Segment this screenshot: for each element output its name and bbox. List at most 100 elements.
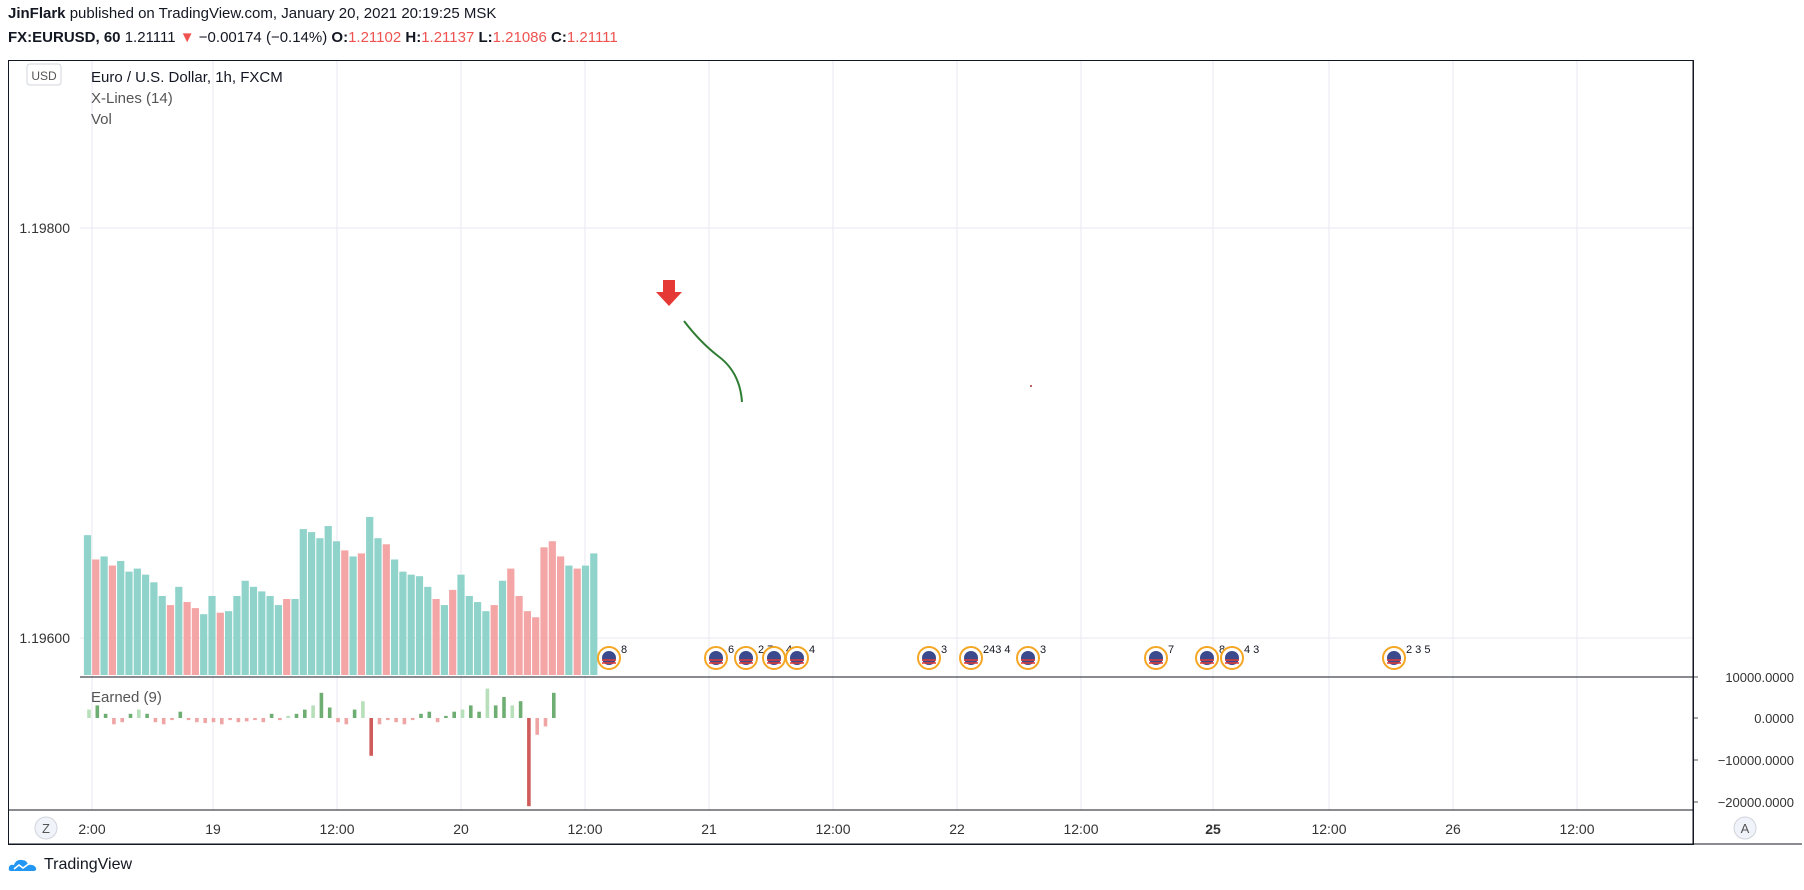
z-button[interactable]: Z xyxy=(34,816,58,840)
flag-center xyxy=(1149,651,1163,665)
earned-bar xyxy=(460,709,465,718)
time-tick: 12:00 xyxy=(815,821,850,837)
earned-bar xyxy=(369,718,373,756)
volume-bar xyxy=(465,595,473,675)
earned-bar xyxy=(535,718,539,735)
open-value: 1.21102 xyxy=(348,29,402,46)
earned-bar xyxy=(386,718,390,721)
volume-bar xyxy=(490,605,498,675)
earned-bar xyxy=(294,713,299,718)
volume-bar xyxy=(565,565,573,675)
event-group: 3 xyxy=(917,644,947,670)
earned-indicator xyxy=(80,676,1693,807)
earned-bar xyxy=(170,718,174,721)
flag-center xyxy=(1200,651,1214,665)
volume-bar xyxy=(324,526,332,675)
currency-label: USD xyxy=(31,69,57,83)
price-axis[interactable]: 1.222001.220001.218001.214001.212001.210… xyxy=(10,0,1794,810)
earned-bar xyxy=(402,718,407,725)
flag-center xyxy=(1225,651,1239,665)
earned-bar xyxy=(427,711,432,718)
volume-bar xyxy=(581,565,590,675)
volume-bar xyxy=(532,617,540,675)
volume-bar xyxy=(540,547,548,675)
event-count: 7 xyxy=(1168,644,1174,656)
volume-bar xyxy=(515,595,523,675)
volume-bar xyxy=(424,586,432,675)
volume-bar xyxy=(349,556,357,675)
high-value: 1.21137 xyxy=(421,29,475,46)
time-tick: 20 xyxy=(453,821,469,837)
volume-bar xyxy=(133,568,141,675)
author-name[interactable]: JinFlark xyxy=(8,5,66,22)
volume-bar xyxy=(158,595,166,675)
earned-bar xyxy=(211,718,216,723)
event-group: 3 xyxy=(1016,644,1046,670)
time-tick: 26 xyxy=(1445,821,1461,837)
flag-center xyxy=(922,651,936,665)
earned-bar xyxy=(410,718,415,721)
earned-bar xyxy=(128,713,133,718)
auto-scale-button[interactable]: A xyxy=(1733,816,1757,840)
brand-name: TradingView xyxy=(44,856,133,873)
time-tick: 12:00 xyxy=(567,821,602,837)
volume-bar xyxy=(191,608,199,675)
down-arrow-icon: ▼ xyxy=(179,29,195,46)
earned-bar xyxy=(145,713,149,718)
earned-bar xyxy=(195,718,199,723)
flag-center xyxy=(1021,651,1035,665)
volume-bar xyxy=(440,605,448,675)
earned-bar xyxy=(527,718,531,807)
earned-tick: 10000.0000 xyxy=(1725,670,1794,685)
volume-bar xyxy=(299,529,307,675)
event-count: 8 xyxy=(1219,644,1225,656)
volume-bar xyxy=(249,586,258,675)
volume-bar xyxy=(457,574,465,675)
time-tick: 12:00 xyxy=(1063,821,1098,837)
event-group: 4 xyxy=(785,644,815,670)
flag-center xyxy=(767,651,781,665)
earned-bar xyxy=(502,697,506,718)
volume-bar xyxy=(357,553,365,675)
volume-bar xyxy=(399,571,407,675)
earned-bar xyxy=(120,718,124,723)
time-tick: 22 xyxy=(949,821,965,837)
tradingview-cloud-icon xyxy=(8,859,37,871)
volume-bar xyxy=(291,599,299,675)
earned-bar xyxy=(419,713,423,718)
legend-earned: Earned (9) xyxy=(91,689,162,706)
tradingview-brand[interactable]: TradingView xyxy=(8,856,132,874)
publish-info: published on TradingView.com, January 20… xyxy=(69,5,497,22)
flag-center xyxy=(739,651,753,665)
time-axis[interactable]: 2:00 19 12:00 20 12:00 21 12:00 22 12:00 25 12:00 2… xyxy=(78,821,1594,837)
earned-bar xyxy=(203,718,207,724)
volume-bar xyxy=(316,538,324,675)
time-tick: 12:00 xyxy=(1311,821,1346,837)
volume-bar xyxy=(432,599,440,675)
volume-bar xyxy=(308,532,316,675)
earned-bar xyxy=(452,711,456,718)
earned-bar xyxy=(236,718,241,723)
volume-bar xyxy=(142,574,150,675)
earned-bar xyxy=(477,711,481,718)
earned-bar xyxy=(87,709,91,718)
earned-bar xyxy=(543,718,548,727)
volume-bar xyxy=(225,611,233,675)
volume-bar xyxy=(175,586,183,675)
flag-center xyxy=(964,651,978,665)
dot-mark xyxy=(1030,385,1032,387)
time-tick: 25 xyxy=(1205,821,1221,837)
volume-bar xyxy=(449,589,457,675)
volume-bar xyxy=(498,580,507,675)
event-count: 2 3 5 xyxy=(1406,644,1430,656)
currency-badge[interactable]: USD xyxy=(26,63,62,86)
symbol: FX:EURUSD, 60 xyxy=(8,29,121,46)
earned-bar xyxy=(228,718,232,721)
earned-bar xyxy=(112,718,116,725)
flag-center xyxy=(709,651,723,665)
legend-xlines: X-Lines (14) xyxy=(91,90,173,107)
volume-bar xyxy=(391,559,399,675)
earned-bar xyxy=(327,707,332,718)
open-label: O: xyxy=(331,29,349,46)
